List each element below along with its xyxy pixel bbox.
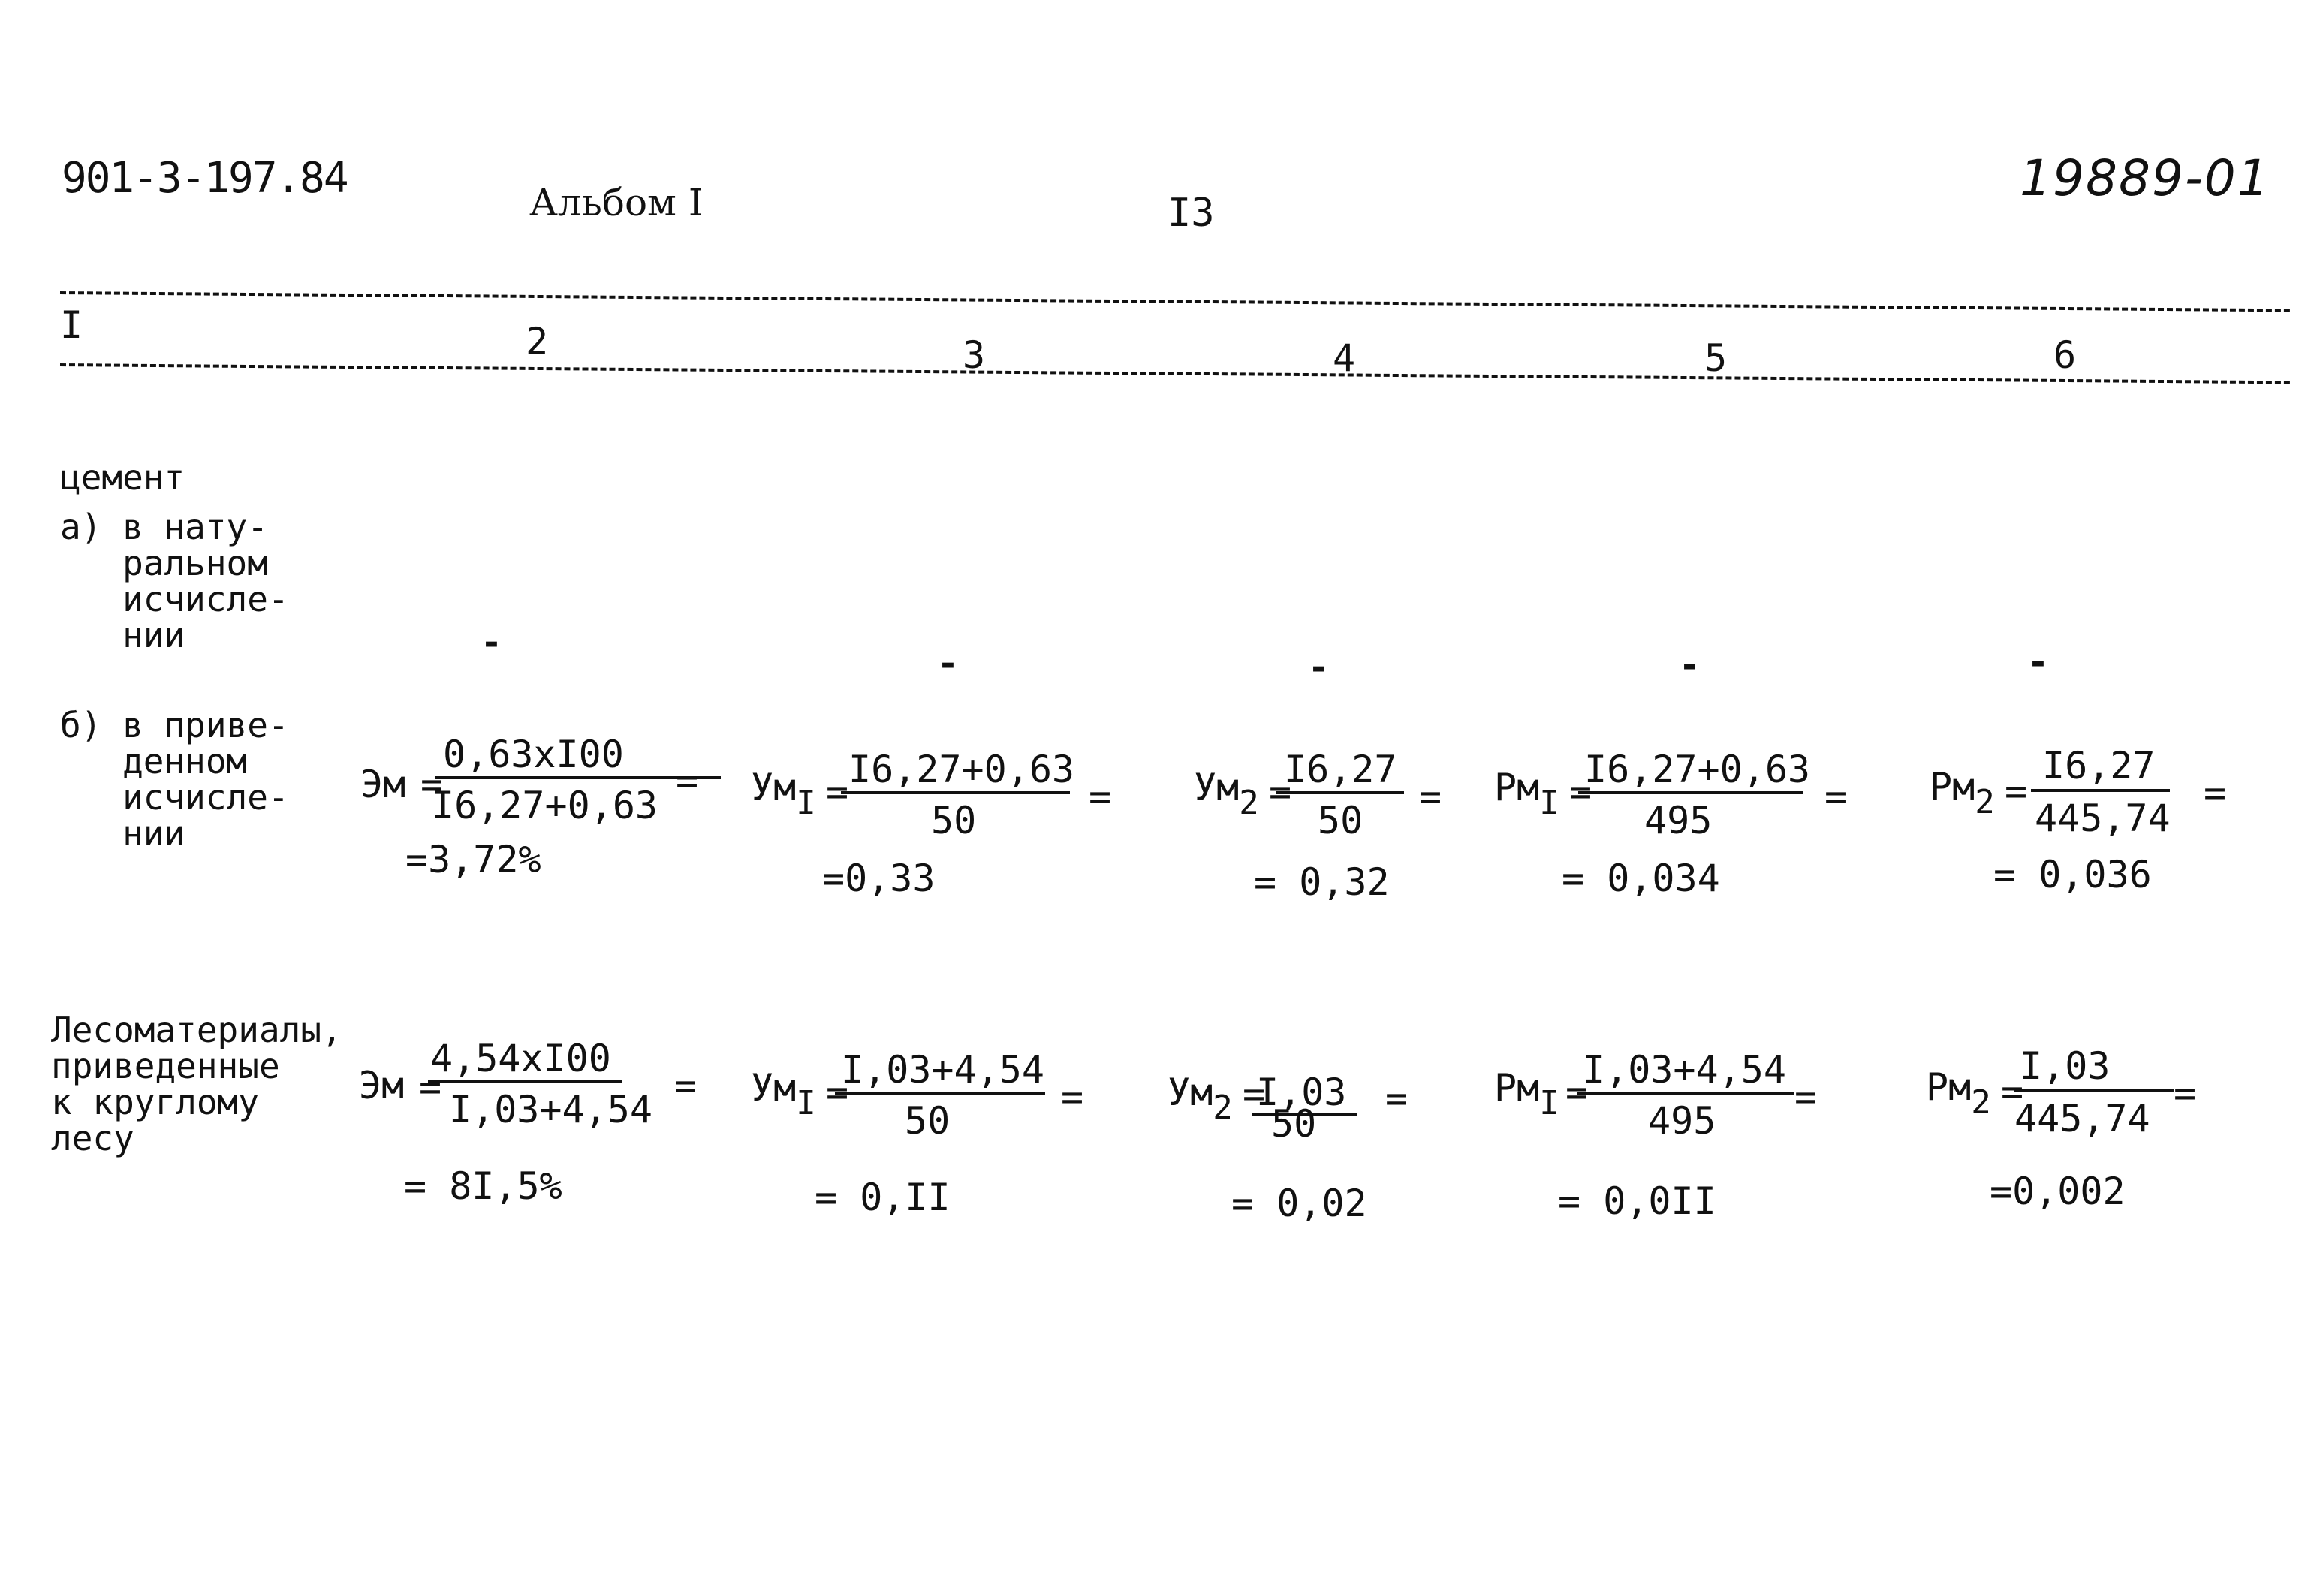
formula-result: = 8I,5% [404,1164,562,1208]
formula-variable: Ум [1194,766,1240,809]
formula-result: = 0,0II [1558,1179,1716,1223]
document-code: 901-3-197.84 [62,154,349,203]
formula-subscript: I [1539,1084,1559,1122]
empty-cell-dash: - [1679,644,1701,686]
formula-denominator: 50 [1271,1102,1317,1146]
page-number: I3 [1168,191,1215,236]
formula-subscript: 2 [1213,1089,1233,1127]
formula-numerator: I,03+4,54 [1583,1048,1786,1092]
empty-cell-dash: - [2027,641,2049,683]
equals-sign: = [2005,769,2028,813]
formula-denominator: I,03+4,54 [449,1088,652,1131]
equals-sign: = [419,1065,442,1109]
formula-variable: Рм [1926,1065,1972,1109]
fraction-bar [1577,1092,1794,1095]
empty-cell-dash: - [1308,646,1330,688]
table-top-rule [59,291,2290,312]
formula-denominator: 495 [1648,1099,1716,1143]
column-number-2: 2 [526,320,549,363]
formula-subscript: 2 [1975,783,1995,821]
fraction-bar [435,776,721,779]
formula-result: = 0,036 [1993,853,2152,896]
column-number-4: 4 [1333,336,1356,380]
row-sublabel-reduced: б) в приве- денном исчисле- нии [60,705,289,854]
formula-denominator: 50 [1318,799,1363,842]
column-number-5: 5 [1704,336,1728,380]
formula-result: =0,002 [1990,1170,2126,1213]
formula-result: =3,72% [405,838,541,881]
equals-sign: = [676,759,699,803]
equals-sign: = [1089,775,1112,818]
formula-denominator: 445,74 [2035,796,2171,840]
fraction-bar [1578,791,1803,794]
formula-denominator: 445,74 [2014,1097,2150,1140]
equals-sign: = [1243,1072,1266,1116]
formula-variable: Ум [751,1066,797,1110]
inventory-code: 19889-01 [2020,149,2270,207]
formula-numerator: I,03 [2020,1044,2111,1088]
equals-sign: = [2174,1071,2197,1115]
equals-sign: = [420,763,444,806]
formula-subscript: I [1539,784,1559,822]
formula-denominator: I6,27+0,63 [432,784,658,827]
fraction-bar [1276,791,1404,794]
formula-variable: Эм [359,1064,405,1107]
formula-numerator: 4,54хI00 [430,1037,611,1080]
formula-result: = 0,02 [1231,1182,1367,1225]
equals-sign: = [1794,1075,1818,1119]
formula-subscript: 2 [1971,1083,1991,1122]
formula-numerator: 0,63хI00 [443,733,624,776]
formula-variable: Рм [1494,766,1540,809]
formula-variable: Эм [360,763,406,806]
fraction-bar [835,1092,1045,1095]
row-sublabel-natural: а) в нату- ральном исчисле- нии [60,507,289,655]
album-label: Альбом I [529,181,704,224]
formula-numerator: I,03 [1256,1071,1347,1114]
fraction-bar [2031,789,2170,792]
formula-variable: Рм [1494,1066,1540,1110]
formula-denominator: 50 [905,1099,951,1143]
formula-result: =0,33 [822,857,936,900]
fraction-bar [428,1080,622,1083]
formula-subscript: I [796,1084,816,1122]
formula-numerator: I6,27+0,63 [1584,748,1811,791]
column-number-6: 6 [2053,333,2077,377]
fraction-bar [841,791,1070,794]
equals-sign: = [2204,771,2227,815]
formula-result: = 0,32 [1254,860,1390,904]
formula-variable: Ум [1168,1071,1213,1114]
equals-sign: = [1385,1077,1409,1120]
column-number-1: I [60,303,83,347]
formula-result: = 0,034 [1562,857,1720,900]
empty-cell-dash: - [937,643,959,685]
fraction-bar [1252,1113,1357,1116]
equals-sign: = [1419,775,1442,818]
formula-numerator: I6,27+0,63 [848,748,1075,791]
equals-sign: = [1061,1075,1084,1119]
formula-denominator: 495 [1644,799,1713,842]
formula-variable: Ум [751,766,797,809]
column-number-3: 3 [963,333,986,377]
table-header-bottom-rule [59,363,2290,384]
row-label-cement: цемент [60,457,185,498]
formula-numerator: I6,27 [1284,748,1397,791]
row-label-timber: Лесоматериалы, приведенные к круглому ле… [51,1010,342,1158]
formula-subscript: I [796,784,816,822]
empty-cell-dash: - [481,622,502,664]
fraction-bar [2014,1089,2174,1092]
formula-variable: Рм [1930,765,1975,809]
formula-numerator: I,03+4,54 [841,1048,1044,1092]
formula-result: = 0,II [815,1176,951,1219]
formula-denominator: 50 [931,799,977,842]
formula-numerator: I6,27 [2042,744,2156,787]
equals-sign: = [1824,775,1848,818]
equals-sign: = [674,1064,698,1107]
formula-subscript: 2 [1239,784,1259,822]
